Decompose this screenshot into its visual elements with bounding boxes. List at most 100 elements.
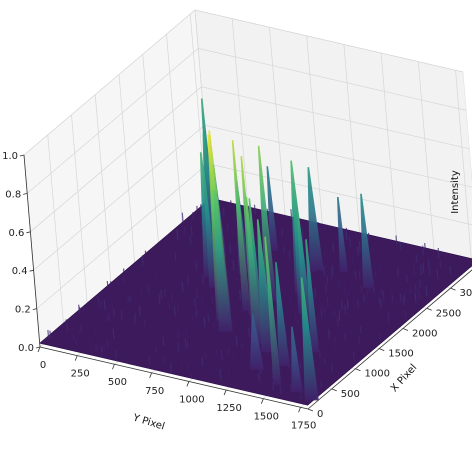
floor-noise — [319, 350, 321, 359]
grid-line — [71, 114, 88, 307]
floor-noise — [358, 271, 361, 279]
floor-noise — [419, 264, 422, 276]
grid-line — [343, 44, 361, 237]
floor-noise — [190, 226, 193, 236]
tick-mark — [307, 408, 314, 412]
floor-noise — [181, 281, 184, 293]
peak-mark — [275, 262, 290, 366]
floor-noise — [425, 286, 428, 297]
floor-noise — [189, 235, 192, 245]
floor-noise — [174, 252, 177, 261]
tick-mark — [223, 389, 227, 396]
floor-noise — [279, 385, 282, 395]
tick-mark — [186, 381, 190, 387]
z-tick-label: 0.8 — [5, 189, 21, 200]
floor-noise — [66, 325, 69, 333]
floor-noise — [100, 346, 103, 357]
surface-peaks — [199, 98, 375, 401]
peak-mark — [208, 130, 232, 311]
floor-noise — [164, 288, 166, 297]
floor-noise — [409, 286, 412, 294]
floor-noise — [358, 241, 361, 252]
floor-noise — [79, 306, 81, 315]
floor-noise — [367, 232, 370, 242]
tick-mark — [35, 346, 41, 349]
z-tick-label: 0.6 — [8, 228, 24, 239]
floor-noise — [158, 294, 161, 305]
x-pixel-ticks: 0500100015002000250030003500 — [307, 287, 472, 420]
floor-noise — [349, 236, 351, 247]
floor-noise — [344, 305, 347, 315]
y-tick-label: 3000 — [460, 288, 472, 299]
floor-noise — [211, 296, 214, 304]
floor-noise — [229, 243, 232, 254]
floor-noise — [320, 380, 322, 388]
floor-noise — [101, 300, 103, 308]
tick-mark — [112, 364, 115, 370]
floor-noise — [181, 212, 184, 223]
floor-noise — [345, 229, 348, 241]
floor-noise — [200, 208, 203, 216]
floor-noise — [413, 267, 415, 275]
floor-noise — [147, 284, 150, 294]
floor-noise — [331, 265, 334, 276]
floor-noise — [154, 346, 157, 354]
floor-noise — [96, 295, 99, 302]
floor-noise — [382, 291, 385, 300]
floor-noise — [354, 270, 357, 280]
floor-noise — [95, 345, 97, 352]
x-tick-label: 0 — [40, 360, 46, 371]
floor-noise — [120, 310, 123, 320]
floor-noise — [422, 262, 425, 274]
floor-noise — [358, 336, 360, 344]
tick-mark — [260, 398, 264, 404]
grid-line — [47, 134, 65, 327]
peak-mark — [231, 140, 251, 311]
y-tick-label: 1500 — [388, 349, 413, 360]
floor-noise — [219, 369, 222, 380]
floor-noise — [290, 383, 292, 392]
floor-noise — [288, 250, 291, 259]
x-tick-label: 250 — [71, 369, 90, 380]
grid-line — [166, 34, 183, 227]
x-tick-label: 500 — [108, 377, 127, 388]
floor-noise — [415, 253, 418, 263]
floor-noise — [439, 260, 442, 269]
peak-mark — [264, 236, 282, 385]
x-axis-label: Y Pixel — [131, 412, 166, 432]
floor-noise — [341, 300, 343, 310]
tick-mark — [450, 287, 456, 291]
floor-noise — [207, 313, 210, 322]
y-tick-label: 2000 — [412, 328, 437, 339]
floor-noise — [195, 289, 198, 298]
floor-noise — [195, 262, 197, 271]
floor-noise — [419, 279, 421, 288]
floor-noise — [138, 305, 141, 316]
grid-line — [142, 54, 160, 247]
floor-noise — [129, 295, 132, 304]
peak-mark — [305, 239, 320, 353]
tick-mark — [74, 355, 78, 361]
floor-noise — [177, 305, 179, 312]
floor-noise — [449, 265, 452, 275]
floor-noise — [395, 235, 398, 245]
floor-noise — [414, 284, 417, 293]
floor-noise — [103, 299, 106, 310]
floor-noise — [192, 212, 194, 220]
floor-noise — [227, 347, 230, 355]
x-tick-label: 1750 — [291, 420, 316, 431]
floor-noise — [325, 284, 327, 293]
floor-noise — [363, 293, 366, 303]
floor-noise — [170, 363, 172, 374]
floor-noise — [391, 293, 394, 302]
z-tick-label: 1.0 — [2, 151, 18, 162]
peak-mark — [250, 314, 264, 370]
floor-noise — [226, 223, 229, 231]
floor-noise — [47, 329, 50, 338]
floor-noise — [106, 339, 109, 347]
floor-noise — [314, 288, 317, 298]
peak-mark — [266, 166, 279, 251]
floor-noise — [107, 313, 109, 321]
y-tick-label: 2500 — [436, 308, 461, 319]
